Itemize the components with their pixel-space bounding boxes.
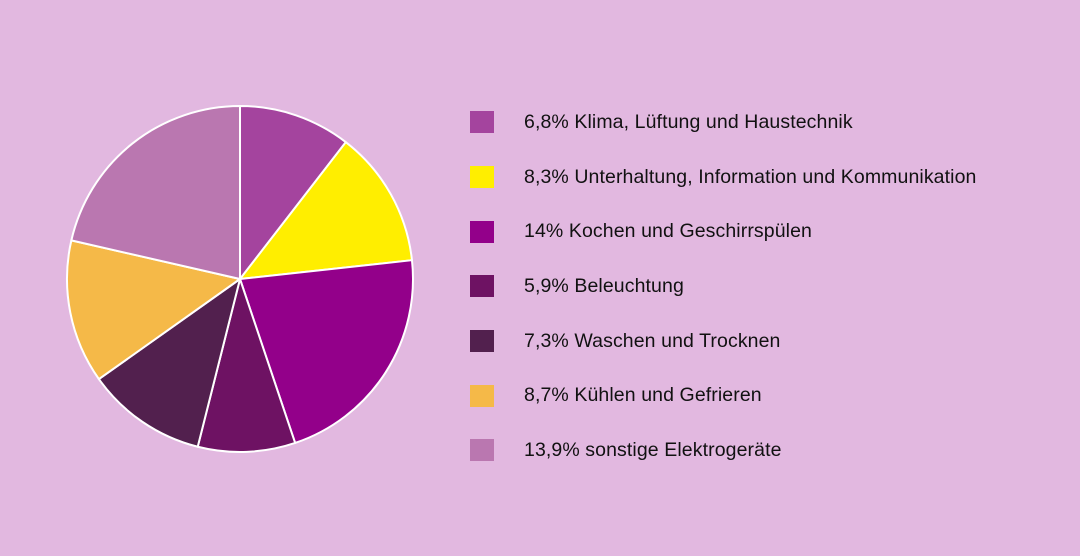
legend-item: 8,7% Kühlen und Gefrieren bbox=[470, 368, 976, 423]
legend-label: 7,3% Waschen und Trocknen bbox=[524, 329, 781, 352]
legend-label: 6,8% Klima, Lüftung und Haustechnik bbox=[524, 110, 853, 133]
legend-swatch bbox=[470, 111, 494, 134]
legend-item: 14% Kochen und Geschirrspülen bbox=[470, 204, 976, 259]
legend-item: 7,3% Waschen und Trocknen bbox=[470, 314, 976, 369]
pie-slice bbox=[239, 105, 347, 280]
legend-swatch bbox=[470, 220, 494, 243]
pie-slice bbox=[196, 278, 297, 453]
legend: 6,8% Klima, Lüftung und Haustechnik 8,3%… bbox=[470, 95, 976, 478]
legend-item: 8,3% Unterhaltung, Information und Kommu… bbox=[470, 150, 976, 205]
legend-item: 5,9% Beleuchtung bbox=[470, 259, 976, 314]
legend-swatch bbox=[470, 330, 494, 353]
legend-swatch bbox=[470, 275, 494, 298]
legend-label: 13,9% sonstige Elektrogeräte bbox=[524, 438, 782, 461]
legend-swatch bbox=[470, 439, 494, 462]
pie-chart bbox=[66, 105, 414, 453]
legend-swatch bbox=[470, 166, 494, 189]
legend-swatch bbox=[470, 384, 494, 407]
legend-item: 6,8% Klima, Lüftung und Haustechnik bbox=[470, 95, 976, 150]
pie-slice bbox=[70, 105, 241, 280]
pie-slice bbox=[239, 141, 413, 280]
legend-label: 5,9% Beleuchtung bbox=[524, 274, 684, 297]
legend-label: 8,7% Kühlen und Gefrieren bbox=[524, 384, 762, 407]
pie-slice bbox=[239, 259, 414, 444]
legend-item: 13,9% sonstige Elektrogeräte bbox=[470, 423, 976, 478]
pie-slice bbox=[97, 278, 241, 448]
legend-label: 14% Kochen und Geschirrspülen bbox=[524, 220, 812, 243]
pie-slice bbox=[66, 239, 241, 381]
legend-label: 8,3% Unterhaltung, Information und Kommu… bbox=[524, 165, 977, 188]
